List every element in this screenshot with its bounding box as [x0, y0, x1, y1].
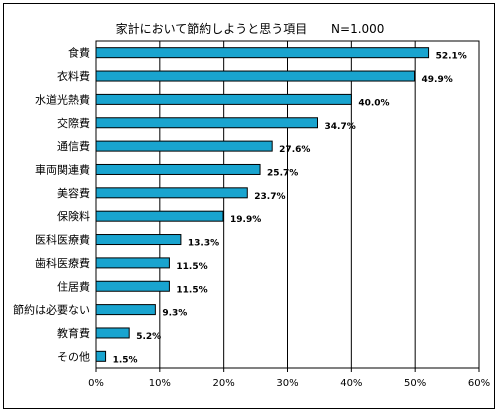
category-label: 歯科医療費 [35, 256, 90, 270]
x-tick-label: 30% [276, 378, 298, 389]
value-label: 9.3% [162, 309, 187, 319]
bar [95, 350, 107, 362]
value-label: 5.2% [136, 332, 161, 342]
x-tick-label: 50% [404, 378, 426, 389]
value-label: 19.9% [230, 215, 261, 225]
value-label: 25.7% [267, 168, 298, 178]
value-label: 13.3% [188, 239, 219, 249]
bar [95, 304, 156, 316]
chart-title-row: 家計において節約しようと思う項目 N=1.000 [0, 20, 500, 37]
value-label: 27.6% [279, 145, 310, 155]
category-label: 保険料 [57, 209, 90, 223]
labels: 0% 10% 20% 30% 40% 50% 60% 食費 52.1% 衣料費 49.9% 水道光熱費… [13, 46, 490, 389]
bar [95, 210, 224, 222]
bars [95, 47, 430, 362]
x-tick-label: 0% [88, 378, 104, 389]
x-tick-label: 20% [213, 378, 235, 389]
value-label: 11.5% [176, 285, 207, 295]
bar [95, 257, 170, 269]
bar [95, 280, 170, 292]
category-label: 衣料費 [57, 69, 90, 83]
category-label: その他 [57, 350, 90, 363]
category-label: 水道光熱費 [35, 92, 90, 106]
value-label: 40.0% [358, 98, 389, 108]
bar [95, 327, 130, 339]
category-label: 医科医療費 [35, 233, 90, 247]
bar [95, 187, 248, 199]
x-tick-label: 10% [149, 378, 171, 389]
bar [95, 234, 182, 246]
bar [95, 70, 416, 82]
category-label: 食費 [68, 46, 90, 60]
bar [95, 117, 319, 129]
category-label: 通信費 [57, 139, 90, 153]
value-label: 52.1% [436, 52, 467, 62]
value-label: 11.5% [176, 262, 207, 272]
sample-size-label: N=1.000 [331, 22, 385, 36]
x-tick-label: 60% [468, 378, 490, 389]
value-label: 34.7% [325, 122, 356, 132]
chart-title: 家計において節約しようと思う項目 [115, 22, 308, 36]
bar [95, 140, 273, 152]
category-label: 交際費 [57, 116, 90, 130]
value-label: 23.7% [254, 192, 285, 202]
category-label: 教育費 [57, 326, 90, 340]
x-tick-label: 40% [340, 378, 362, 389]
value-label: 49.9% [422, 75, 453, 85]
category-label: 美容費 [57, 186, 90, 200]
bar [95, 163, 261, 175]
gridlines [95, 40, 480, 372]
category-label: 住居費 [57, 279, 90, 293]
category-label: 節約は必要ない [13, 303, 90, 317]
bar [95, 47, 430, 59]
value-label: 1.5% [113, 355, 138, 365]
bar [95, 93, 352, 105]
category-label: 車両関連費 [35, 162, 90, 176]
